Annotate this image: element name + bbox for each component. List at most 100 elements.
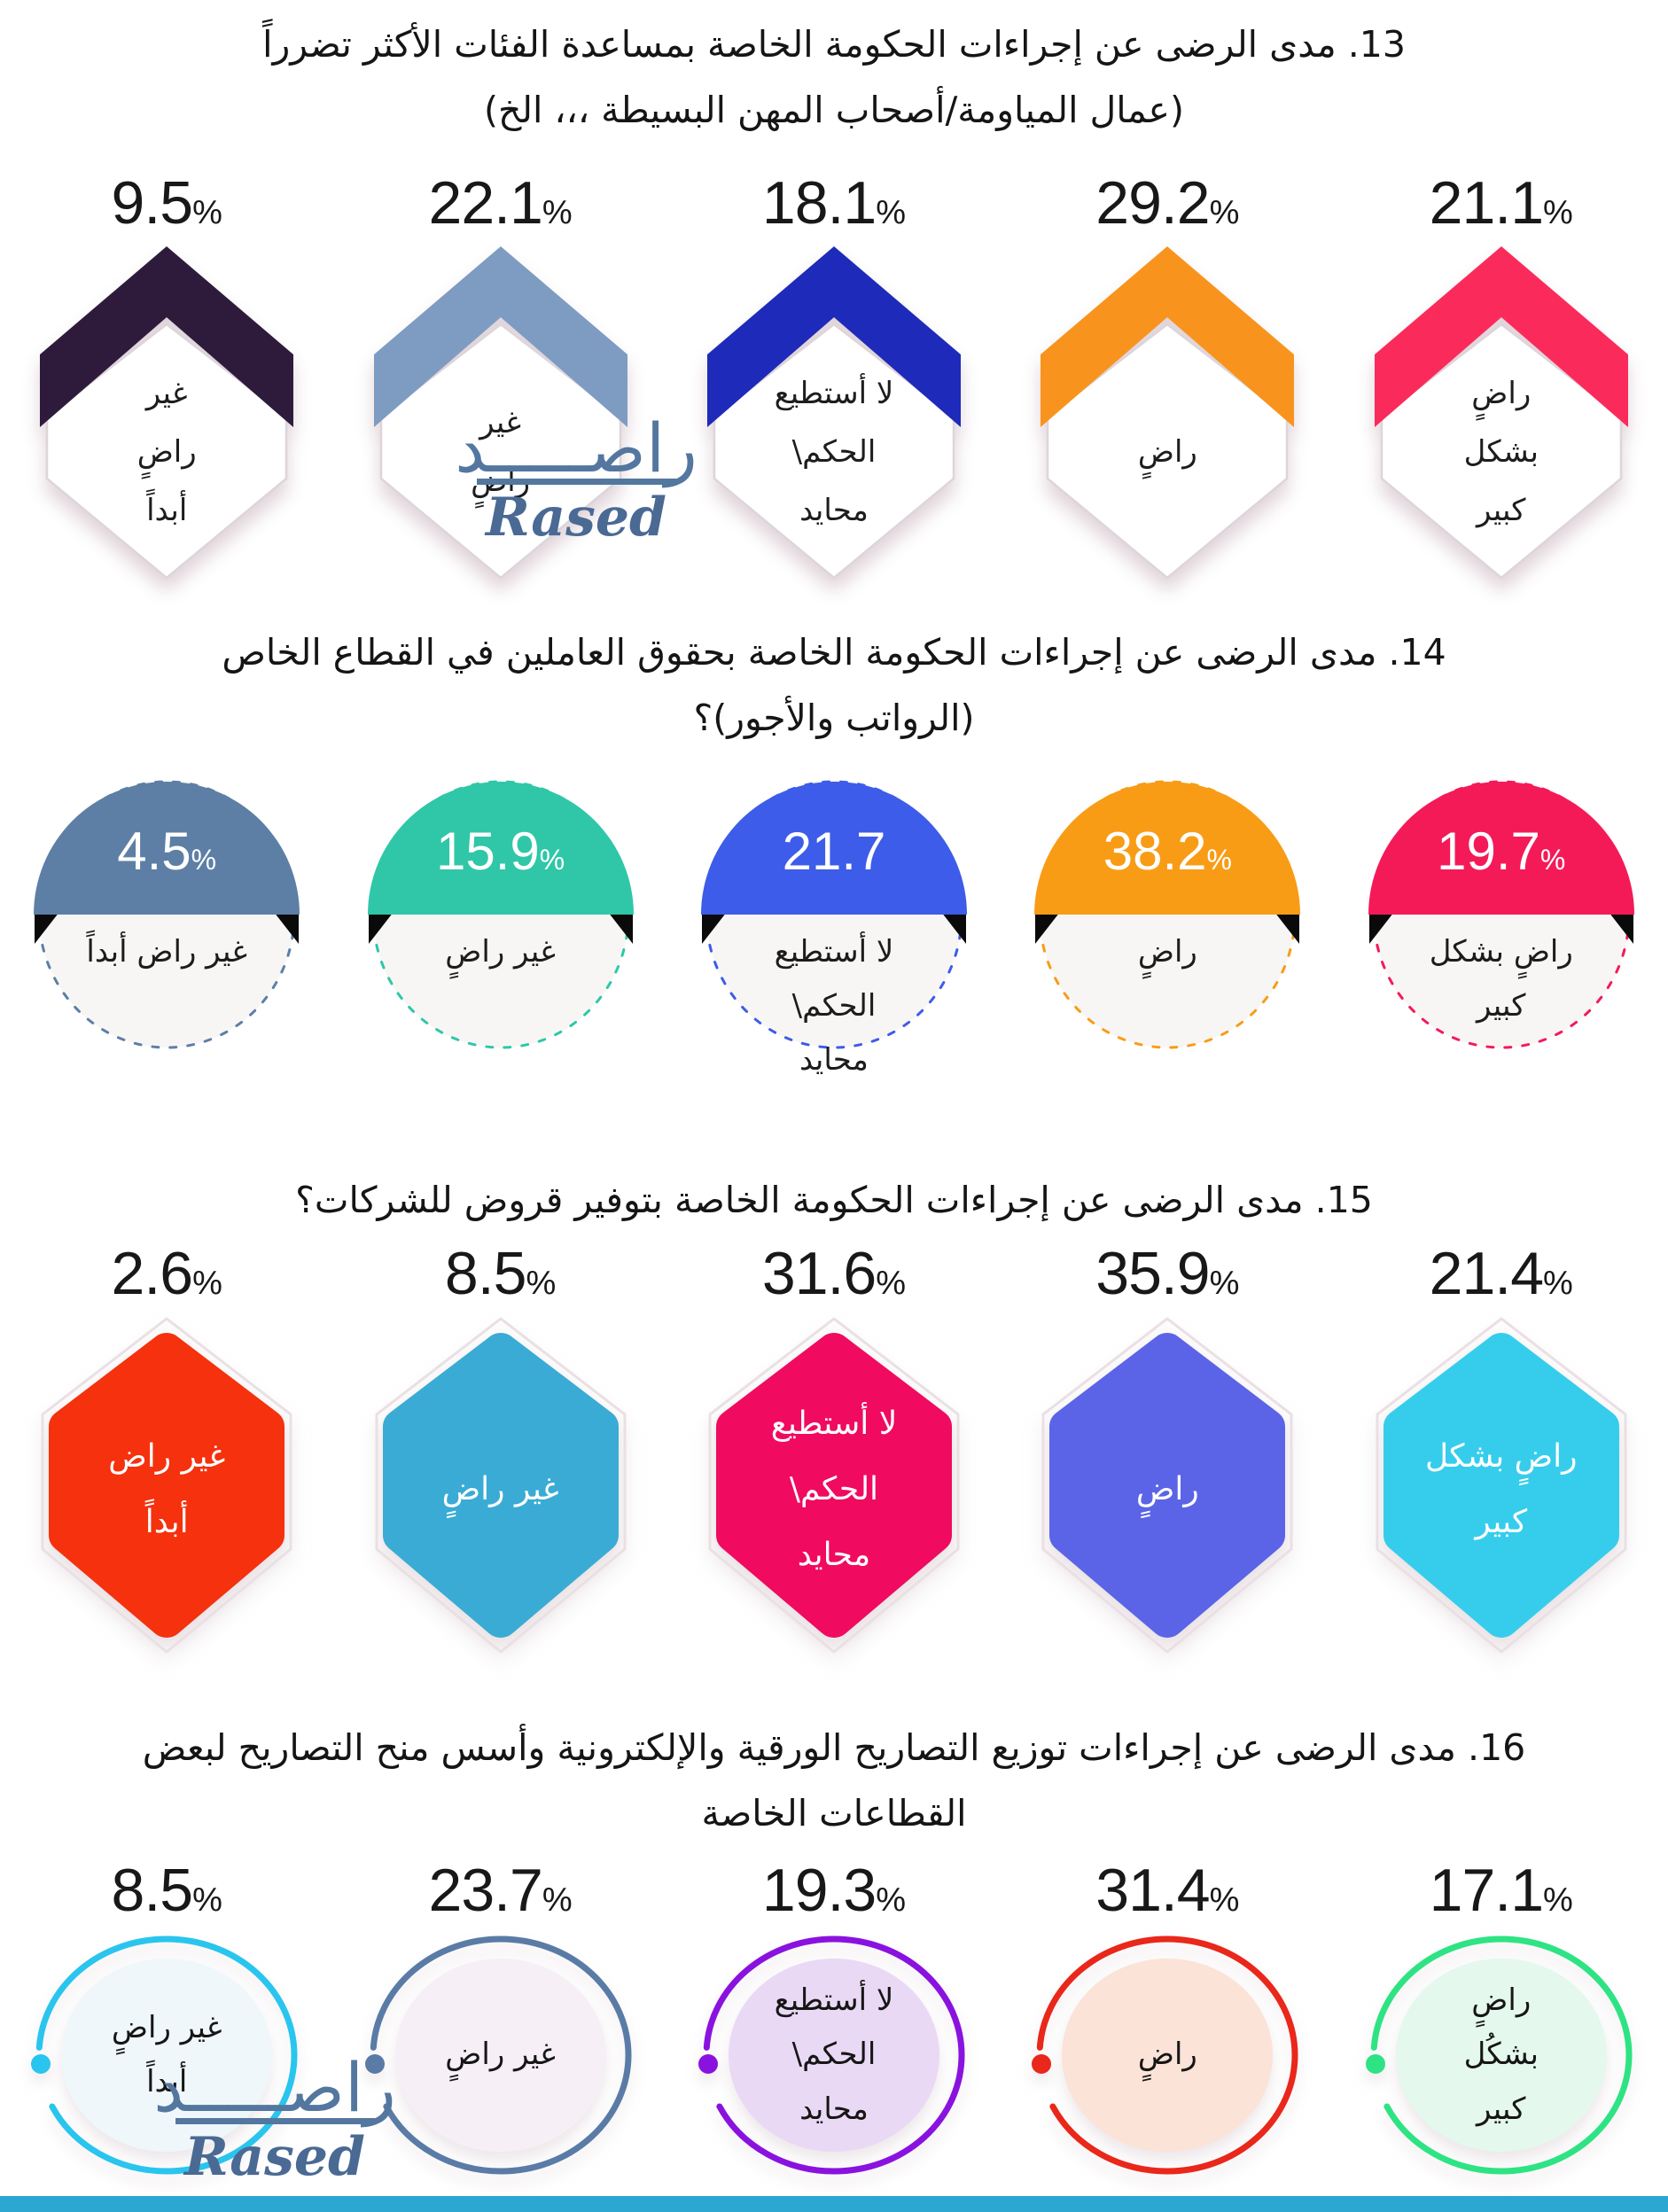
ring-dot-icon	[31, 1936, 298, 2175]
percentage-value: 22.1%	[428, 169, 573, 237]
dome-circle-shape: 38.2% راضٍ	[1030, 780, 1305, 1074]
option-label: راضٍ	[1137, 433, 1197, 470]
ring-circle-shape: راضٍ	[1030, 1930, 1305, 2180]
gem-hexagon-shape: غير راضٍ	[363, 1312, 638, 1668]
option-label: لا أستطيع الحكم\ محايد	[774, 375, 894, 529]
option-label: غير راضٍ	[441, 1471, 559, 1508]
option-label: غير راضٍ	[445, 934, 556, 970]
arrow-hexagon-shape: لا أستطيع الحكم\ محايد	[697, 241, 971, 588]
rased-arabic-logo: راصـــــد	[153, 2048, 396, 2127]
percentage-value: 29.2%	[1095, 169, 1240, 237]
q15-title: 15. مدى الرضى عن إجراءات الحكومة الخاصة …	[295, 1179, 1373, 1221]
gem-hexagon-shape: راضٍ بشكل كبير	[1364, 1312, 1639, 1668]
percentage-value: 8.5%	[111, 1857, 222, 1924]
hexagon-chevron-icon	[706, 246, 961, 580]
option-label: غير راضٍ أبداً	[111, 2009, 222, 2099]
option-label: راضٍ بشكل كبير	[1429, 934, 1573, 1024]
rased-watermark: راصـــــد Rased	[399, 409, 753, 549]
ring-dot-icon	[364, 1936, 632, 2175]
gem-hexagon-shape: غير راض أبداً	[29, 1312, 304, 1668]
option-label: غير راض أبداً	[86, 934, 247, 970]
percentage-value: 31.6%	[761, 1240, 907, 1307]
percentage-value: 38.2%	[1103, 822, 1232, 881]
percentage-value: 21.1%	[1429, 169, 1573, 237]
option-label: راضٍ بشكُل كبير	[1463, 1982, 1539, 2127]
ring-dot-icon	[1365, 1936, 1633, 2175]
rased-arabic-logo: راصـــــد	[455, 409, 698, 487]
percentage-value: 21.7	[782, 822, 886, 881]
rased-latin-logo: Rased	[485, 487, 667, 549]
option-label: راضٍ بشكل كبير	[1463, 375, 1539, 529]
dome-dashed-ellipse-icon	[34, 780, 300, 1049]
option-label: لا أستطيع الحكم\ محايد	[770, 1406, 898, 1573]
option-label: راضٍ	[1137, 2037, 1197, 2073]
rounded-hexagon-icon	[1041, 1317, 1293, 1654]
q16-values-row: 8.5% 23.7% 19.3% 31.4% 17.1%	[0, 1856, 1668, 1925]
ring-dot-icon	[1032, 1936, 1298, 2175]
option-label: راضٍ بشكل كبير	[1424, 1438, 1578, 1540]
rounded-hexagon-icon	[708, 1317, 960, 1654]
arrow-hexagon-shape: راضٍ بشكل كبير	[1364, 241, 1639, 588]
percentage-value: 21.4%	[1429, 1240, 1573, 1307]
ring-circle-shape: راضٍ بشكُل كبير	[1364, 1930, 1639, 2180]
ring-dot-icon	[698, 1936, 965, 2175]
percentage-value: 8.5%	[444, 1240, 557, 1307]
percentage-value: 19.3%	[761, 1857, 907, 1924]
arrow-hexagon-shape: غير راضٍ	[363, 241, 638, 588]
percentage-value: 19.7%	[1437, 822, 1566, 881]
option-label: لا أستطيع الحكم\ محايد	[774, 1982, 894, 2127]
percentage-value: 35.9%	[1095, 1240, 1240, 1307]
ring-circle-shape: غير راضٍ أبداً	[29, 1930, 304, 2180]
option-label: غير راض أبداً	[108, 1438, 226, 1540]
q13-values-row: 9.5% 22.1% 18.1% 29.2% 21.1%	[0, 168, 1668, 238]
hexagon-chevron-icon	[40, 246, 294, 580]
percentage-value: 2.6%	[111, 1240, 222, 1307]
dome-dashed-ellipse-icon	[1368, 780, 1634, 1049]
dome-circle-shape: 19.7% راضٍ بشكل كبير	[1364, 780, 1639, 1074]
rounded-hexagon-icon	[375, 1317, 627, 1654]
rounded-hexagon-icon	[41, 1317, 292, 1654]
q16-title: 16. مدى الرضى عن إجراءات توزيع التصاريح …	[142, 1726, 1526, 1834]
option-label: غير راضٍ أبداً	[136, 375, 197, 529]
percentage-value: 31.4%	[1095, 1857, 1240, 1924]
percentage-value: 15.9%	[435, 822, 565, 881]
q13-shapes-row: غير راضٍ أبداً غير راضٍ لا أستطيع الحكم\…	[0, 241, 1668, 588]
arrow-hexagon-shape: غير راضٍ أبداً	[29, 241, 304, 588]
q14-shapes-row: 4.5% غير راض أبداً 15.9% غير راضٍ 21.7 ل…	[0, 780, 1668, 1078]
percentage-value: 4.5%	[117, 822, 217, 881]
dome-circle-shape: 21.7 لا أستطيع الحكم\ محايد	[697, 780, 971, 1078]
rased-watermark: راصـــــد Rased	[89, 2048, 461, 2188]
percentage-value: 23.7%	[428, 1857, 573, 1924]
rased-latin-logo: Rased	[183, 2126, 366, 2188]
q16-shapes-row: غير راضٍ أبداً غير راضٍ لا أستطيع الحكم\…	[0, 1930, 1668, 2180]
hexagon-chevron-icon	[1041, 246, 1295, 580]
dome-circle-shape: 4.5% غير راض أبداً	[29, 780, 304, 1074]
gem-hexagon-shape: راضٍ	[1030, 1312, 1305, 1668]
percentage-value: 18.1%	[761, 169, 907, 237]
percentage-value: 9.5%	[111, 169, 222, 237]
option-label: غير راضٍ	[445, 2037, 556, 2073]
footer-accent-bar	[0, 2196, 1668, 2212]
rounded-hexagon-icon	[1376, 1317, 1627, 1654]
dome-dashed-ellipse-icon	[367, 780, 634, 1049]
q14-title: 14. مدى الرضى عن إجراءات الحكومة الخاصة …	[222, 631, 1446, 739]
hexagon-chevron-icon	[373, 246, 627, 580]
option-label: راضٍ	[1137, 934, 1197, 970]
percentage-value: 17.1%	[1429, 1857, 1573, 1924]
q13-title: 13. مدى الرضى عن إجراءات الحكومة الخاصة …	[262, 23, 1406, 131]
q15-values-row: 2.6% 8.5% 31.6% 35.9% 21.4%	[0, 1239, 1668, 1308]
option-label: لا أستطيع الحكم\ محايد	[774, 934, 894, 1079]
arrow-hexagon-shape: راضٍ	[1030, 241, 1305, 588]
dome-dashed-ellipse-icon	[1034, 780, 1301, 1049]
logo-underline	[476, 479, 676, 485]
q15-shapes-row: غير راض أبداً غير راضٍ لا أستطيع الحكم\ …	[0, 1312, 1668, 1668]
ring-circle-shape: غير راضٍ	[363, 1930, 638, 2180]
logo-underline	[175, 2118, 375, 2124]
hexagon-chevron-icon	[1374, 246, 1628, 580]
ring-circle-shape: لا أستطيع الحكم\ محايد	[697, 1930, 971, 2180]
dome-circle-shape: 15.9% غير راضٍ	[363, 780, 638, 1074]
dome-dashed-ellipse-icon	[700, 780, 967, 1049]
option-label: راضٍ	[1135, 1471, 1199, 1508]
gem-hexagon-shape: لا أستطيع الحكم\ محايد	[697, 1312, 971, 1668]
